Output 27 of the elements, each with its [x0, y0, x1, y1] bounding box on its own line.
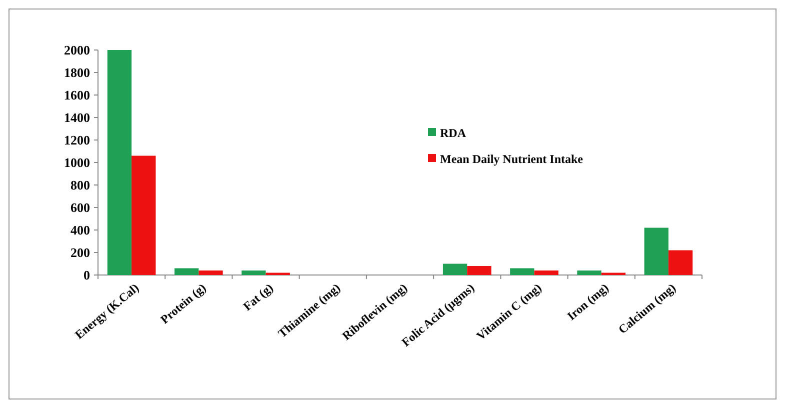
y-tick-label: 1000 [64, 155, 90, 170]
bar [668, 250, 693, 275]
y-tick-label: 1200 [64, 132, 90, 148]
bar [174, 268, 199, 275]
y-tick-label: 600 [70, 200, 90, 216]
bar [442, 264, 468, 275]
bar [510, 268, 534, 275]
x-tick-label: Iron (mg) [564, 280, 612, 324]
bar [107, 50, 132, 275]
y-tick-label: 2000 [64, 42, 90, 58]
legend-label: RDA [440, 126, 466, 140]
y-tick-label: 1800 [64, 65, 90, 80]
bar [467, 266, 492, 275]
y-tick-label: 200 [70, 245, 90, 260]
y-tick-label: 1400 [64, 110, 90, 126]
bar [132, 156, 156, 275]
legend-label: Mean Daily Nutrient Intake [440, 152, 584, 166]
bar [534, 270, 558, 275]
y-tick-label: 400 [70, 222, 90, 238]
bar [577, 270, 602, 275]
bar [644, 228, 668, 275]
y-tick-label: 800 [70, 178, 90, 193]
y-tick-label: 0 [84, 268, 90, 283]
bar [242, 270, 266, 275]
y-tick-label: 1600 [64, 88, 90, 103]
bar [198, 270, 223, 275]
x-tick-label: Fat (g) [240, 280, 276, 314]
